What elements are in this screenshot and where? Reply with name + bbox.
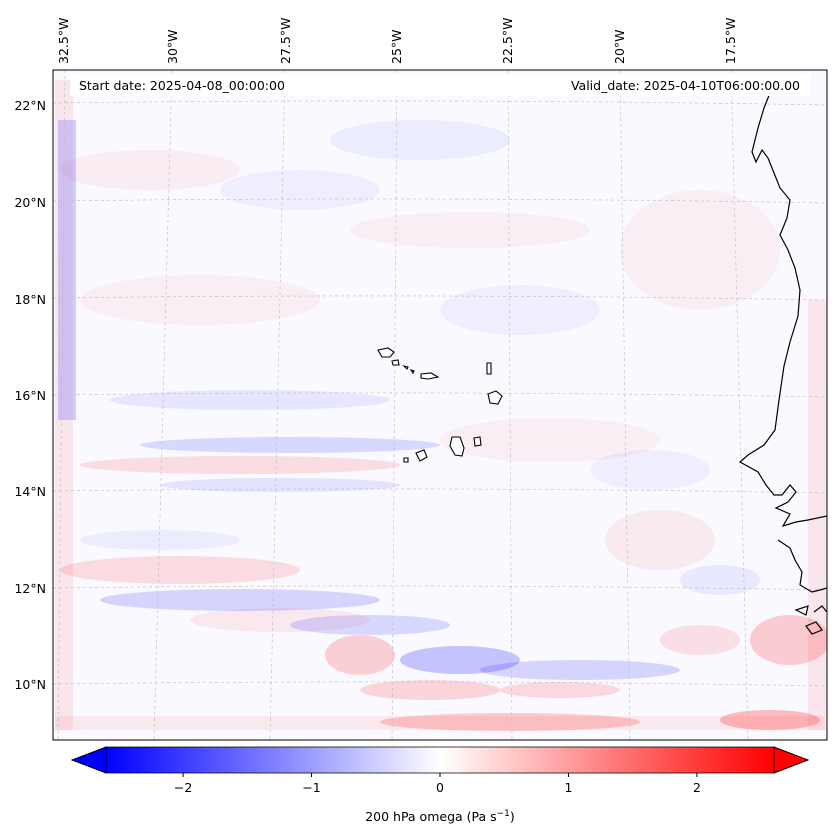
map-panel: Start date: 2025-04-08_00:00:00 Valid_da… (53, 70, 827, 740)
lat-label: 18°N (14, 292, 46, 307)
colorbar-ticks: −2 −1 0 1 2 (174, 773, 701, 795)
negative-omega-field (58, 120, 760, 680)
valid-date-label: Valid_date: 2025-04-10T06:00:00.00 (571, 78, 800, 93)
latitude-labels: 22°N 20°N 18°N 16°N 14°N 12°N 10°N (14, 98, 46, 692)
lon-label: 30°W (165, 29, 180, 64)
colorbar-tick-label: 1 (564, 780, 572, 795)
west-africa-coastline (738, 92, 827, 635)
start-date-label: Start date: 2025-04-08_00:00:00 (79, 78, 285, 93)
lat-label: 20°N (14, 195, 46, 210)
colorbar-body (106, 747, 774, 773)
lat-label: 14°N (14, 484, 46, 499)
colorbar-tick-label: 0 (436, 780, 444, 795)
colorbar-tick-label: −1 (302, 780, 320, 795)
cape-verde-islands (377, 347, 503, 463)
colorbar-max-extend (773, 746, 810, 774)
lon-label: 32.5°W (56, 18, 71, 64)
lon-label: 25°W (389, 29, 404, 64)
lon-label: 20°W (612, 29, 627, 64)
colorbar-tick-label: 2 (693, 780, 701, 795)
lon-label: 17.5°W (723, 18, 738, 64)
colorbar-outline (70, 746, 810, 774)
lat-label: 16°N (14, 388, 46, 403)
colorbar-min-extend (70, 746, 107, 774)
label-background (70, 75, 810, 96)
colorbar-label: 200 hPa omega (Pa s−1) (365, 809, 515, 824)
lat-label: 10°N (14, 677, 46, 692)
map-frame (52, 69, 828, 741)
longitude-labels: 32.5°W 30°W 27.5°W 25°W 22.5°W 20°W 17.5… (56, 18, 738, 64)
lat-label: 22°N (14, 98, 46, 113)
colorbar-tick-label: −2 (174, 780, 192, 795)
lon-label: 22.5°W (500, 18, 515, 64)
lon-label: 27.5°W (278, 18, 293, 64)
colorbar: −2 −1 0 1 2 200 hPa omega (Pa s−1) (70, 746, 810, 824)
graticule (53, 70, 827, 740)
positive-omega-field (55, 80, 827, 731)
lat-label: 12°N (14, 581, 46, 596)
